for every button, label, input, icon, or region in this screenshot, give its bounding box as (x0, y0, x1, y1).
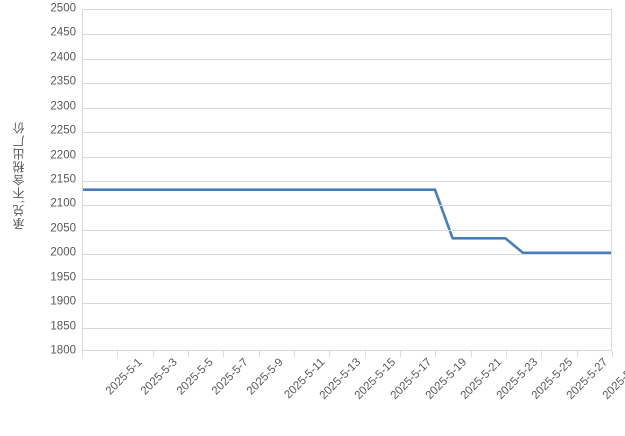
x-axis-tick-mark (400, 351, 401, 357)
gridline (83, 34, 611, 36)
x-axis-tick-mark (258, 351, 260, 357)
y-axis-tick-label: 1900 (50, 295, 76, 308)
x-axis-tick-marks (82, 351, 613, 357)
x-axis-tick-mark (117, 351, 119, 357)
x-axis-tick-mark (576, 351, 578, 357)
x-axis-tick-label: 2025-5-3 (139, 356, 181, 398)
x-axis-tick-mark (329, 351, 331, 357)
x-axis-tick-mark (294, 351, 295, 357)
y-axis-tick-label: 2150 (50, 173, 76, 186)
x-axis-tick-mark (541, 351, 543, 357)
x-axis-tick-mark (364, 351, 366, 357)
y-axis-tick-label: 2450 (50, 26, 76, 39)
y-axis-tick-label: 2300 (50, 99, 76, 112)
x-axis-tick-mark (152, 351, 154, 357)
x-axis-tick-mark (612, 351, 613, 357)
x-axis-tick-labels: 2025-5-1 2025-5-3 2025-5-5 2025-5-7 2025-5-9… (0, 356, 625, 436)
series-line-svg (83, 10, 611, 350)
gridline (83, 205, 611, 207)
x-axis-tick-mark (82, 351, 83, 357)
gridline (83, 303, 611, 305)
gridline (83, 278, 611, 280)
gridline (83, 229, 611, 231)
gridline (83, 132, 611, 134)
y-axis-tick-label: 1800 (50, 344, 76, 357)
gridline (83, 156, 611, 158)
x-axis-tick-label: 2025-5-1 (103, 356, 145, 398)
series-line (83, 190, 611, 253)
x-axis-tick-mark (435, 351, 437, 357)
x-axis-tick-label: 2025-5-9 (245, 356, 287, 398)
x-axis-tick-label: 2025-5-5 (174, 356, 216, 398)
y-axis-tick-label: 2250 (50, 124, 76, 137)
x-axis-tick-mark (188, 351, 189, 357)
plot-area (82, 9, 612, 351)
y-axis-tick-label: 1850 (50, 319, 76, 332)
y-axis-tick-label: 2500 (50, 2, 76, 15)
y-axis-tick-label: 2100 (50, 197, 76, 210)
x-axis-tick-label: 2025-5-7 (209, 356, 251, 398)
y-axis-tick-label: 2050 (50, 222, 76, 235)
gridline (83, 181, 611, 182)
gridline (83, 58, 611, 60)
gridline (83, 327, 611, 329)
x-axis-tick-mark (470, 351, 472, 357)
y-axis-tick-labels: 2500 2450 2400 2350 2300 2250 2200 2150 2100 2050… (30, 0, 76, 360)
x-axis-tick-mark (506, 351, 507, 357)
y-axis-title: 承兑,不含税出厂价 (6, 0, 32, 351)
x-axis-tick-mark (223, 351, 225, 357)
y-axis-title-label: 承兑,不含税出厂价 (12, 121, 26, 230)
y-axis-tick-label: 2400 (50, 51, 76, 64)
y-axis-tick-label: 1950 (50, 270, 76, 283)
y-axis-tick-label: 2000 (50, 246, 76, 259)
y-axis-tick-label: 2200 (50, 148, 76, 161)
y-axis-tick-label: 2350 (50, 75, 76, 88)
gridline (83, 83, 611, 85)
gridline (83, 107, 611, 109)
gridline (83, 254, 611, 256)
